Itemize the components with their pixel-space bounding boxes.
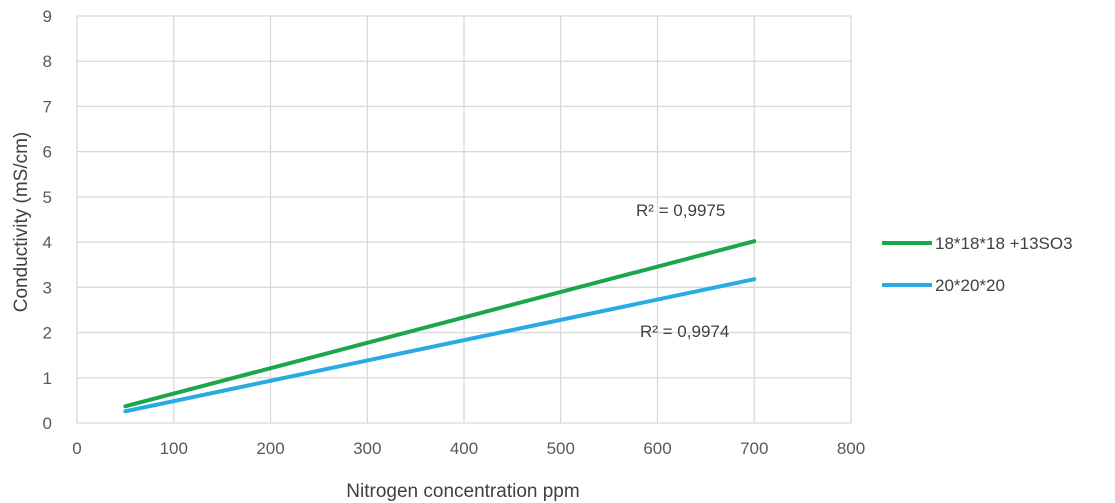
x-axis-label: Nitrogen concentration ppm [346, 481, 579, 502]
series-line-1 [123, 239, 757, 409]
y-axis-label: Conductivity (mS/cm) [11, 132, 32, 313]
x-tick-label: 200 [256, 439, 284, 458]
grid [76, 15, 852, 424]
r2-annotation-series-2: R² = 0,9974 [640, 322, 729, 341]
x-tick-label: 0 [72, 439, 81, 458]
y-tick-label: 8 [43, 52, 52, 71]
y-tick-label: 9 [43, 7, 52, 26]
y-tick-label: 0 [43, 414, 52, 433]
legend: 18*18*18 +13SO3 20*20*20 [882, 234, 1073, 295]
y-tick-label: 2 [43, 324, 52, 343]
x-tick-labels: 0 100 200 300 400 500 600 700 800 [72, 439, 865, 458]
y-tick-label: 7 [43, 97, 52, 116]
y-tick-label: 1 [43, 369, 52, 388]
legend-label-2: 20*20*20 [935, 276, 1005, 295]
legend-label-1: 18*18*18 +13SO3 [935, 234, 1073, 253]
x-tick-label: 400 [450, 439, 478, 458]
y-tick-label: 5 [43, 188, 52, 207]
series-line-2 [123, 277, 757, 414]
x-tick-label: 500 [547, 439, 575, 458]
x-tick-label: 300 [353, 439, 381, 458]
series-lines [123, 239, 757, 414]
y-tick-label: 4 [43, 233, 52, 252]
y-tick-label: 3 [43, 278, 52, 297]
x-tick-label: 600 [643, 439, 671, 458]
x-tick-label: 800 [837, 439, 865, 458]
y-tick-labels: 0 1 2 3 4 5 6 7 8 9 [43, 7, 52, 433]
y-tick-label: 6 [43, 143, 52, 162]
x-tick-label: 700 [740, 439, 768, 458]
x-tick-label: 100 [160, 439, 188, 458]
r2-annotation-series-1: R² = 0,9975 [636, 201, 725, 220]
